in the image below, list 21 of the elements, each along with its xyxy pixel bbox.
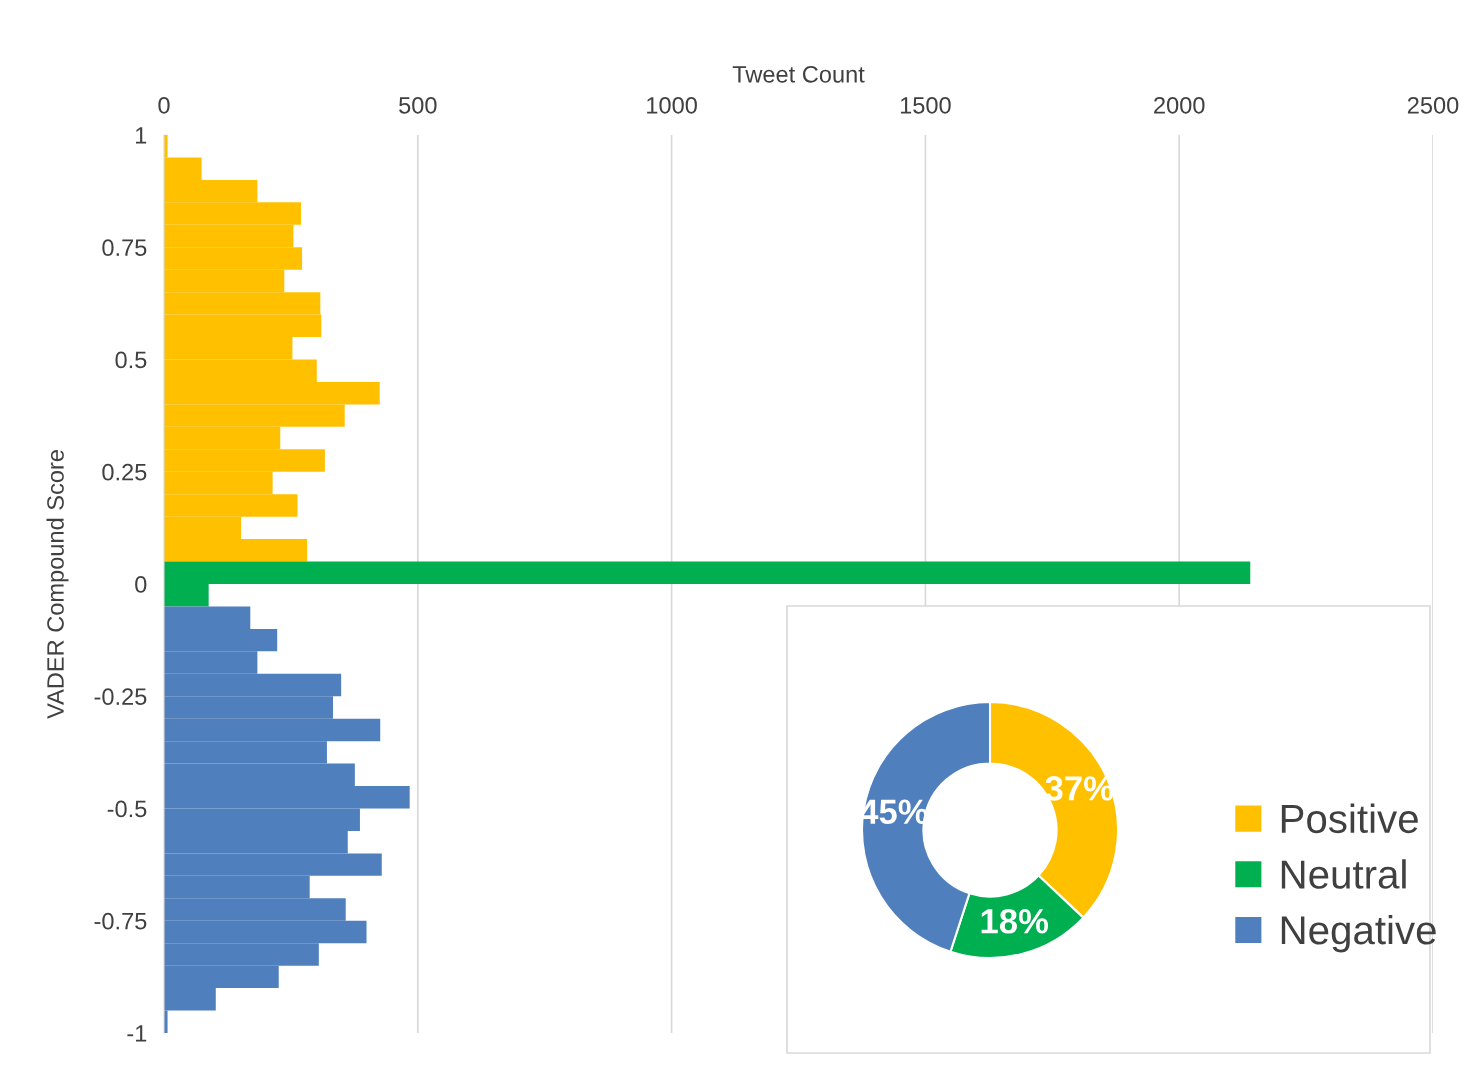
y-tick-label: -0.25: [94, 688, 147, 706]
y-tick-label: -0.75: [94, 912, 147, 930]
x-tick-label: 1000: [647, 96, 697, 114]
y-tick-label: 0.75: [102, 239, 147, 257]
x-tick-label: 2000: [1154, 96, 1205, 114]
x-axis-title: Tweet Count: [732, 65, 865, 83]
y-tick-label: -0.5: [107, 800, 147, 818]
y-tick-label: 0.5: [115, 351, 147, 369]
y-tick-label: 0: [135, 576, 147, 593]
y-tick-label: -1: [127, 1025, 147, 1042]
x-tick-label: 0: [158, 96, 170, 114]
x-tick-label: 500: [399, 96, 437, 114]
x-tick-label: 1500: [900, 96, 951, 114]
legend-label: Positive: [1281, 803, 1418, 834]
legend-label: Neutral: [1281, 859, 1406, 889]
y-tick-label: 0.25: [102, 463, 147, 481]
y-axis-title: VADER Compound Score: [46, 450, 69, 719]
y-tick-label: 1: [136, 127, 147, 144]
data-label: 18%: [981, 908, 1049, 934]
legend-label: Negative: [1281, 914, 1436, 953]
x-tick-label: 2500: [1407, 96, 1459, 114]
